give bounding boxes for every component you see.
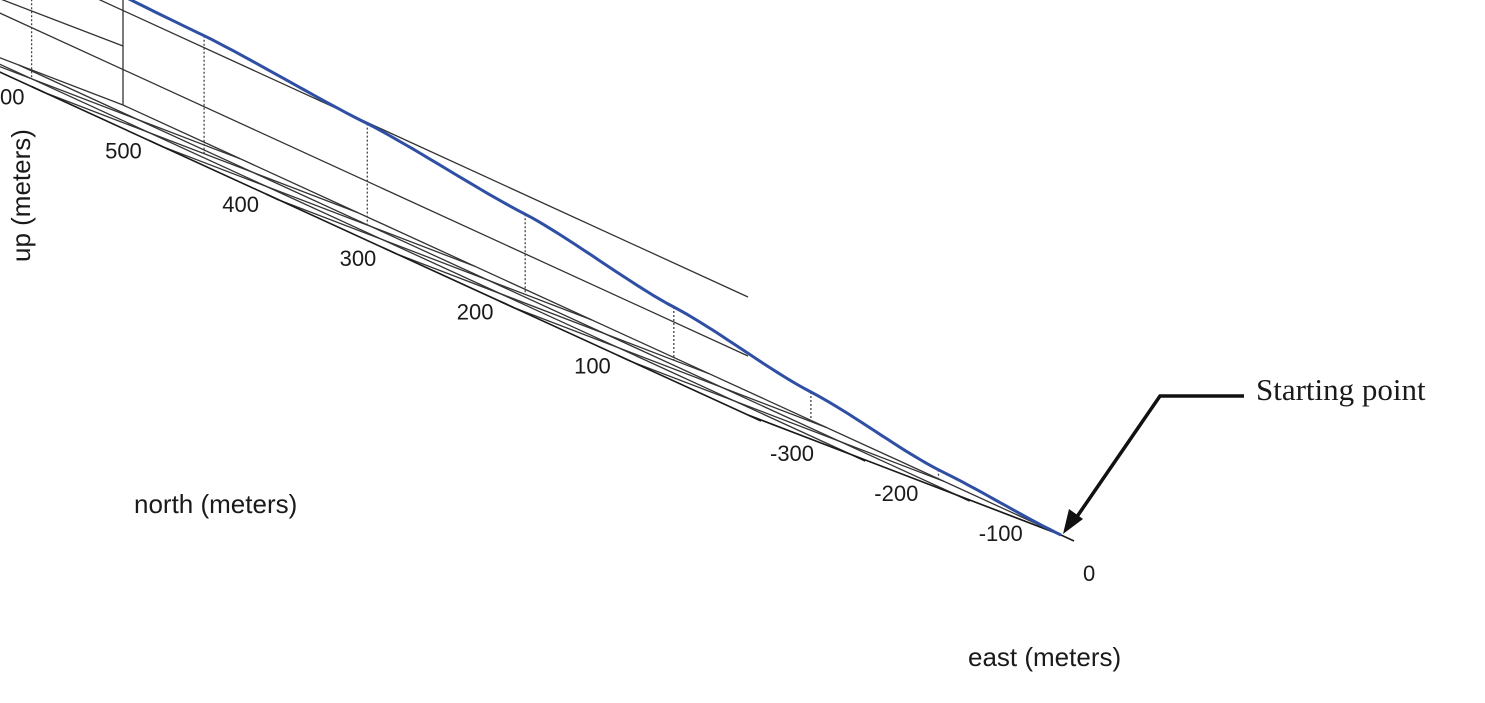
wall-gridline-up: [98, 0, 749, 298]
chart-axes: [0, 71, 1075, 542]
floor-gridline-east: [122, 104, 1062, 536]
y-tick-mark: [265, 193, 280, 201]
chart-grid: [0, 0, 1062, 536]
floor-gridline-east: [18, 64, 957, 496]
x-tick-label: -300: [770, 441, 814, 466]
x-tick-label: -200: [874, 481, 918, 506]
x-tick-mark: [956, 494, 971, 502]
y-tick-mark: [382, 247, 397, 255]
floor-gridline-north: [44, 91, 358, 214]
wall-gridline-up: [1, 0, 124, 47]
y-axis-title: north (meters): [134, 489, 297, 519]
wall-gridline-up: [0, 12, 749, 357]
annotation: Starting point: [1063, 372, 1426, 534]
x-tick-mark: [851, 454, 866, 462]
y-tick-mark: [148, 139, 163, 148]
floor-gridline-north: [0, 65, 241, 160]
y-tick-label: 400: [222, 192, 259, 217]
annotation-arrowhead: [1063, 509, 1083, 534]
floor-gridline-north: [630, 360, 945, 482]
drop-lines: [30, 0, 940, 480]
x-tick-label: -100: [979, 521, 1023, 546]
floor-gridline-north: [0, 57, 124, 106]
x-tick-mark: [747, 414, 762, 422]
tick-labels: 0-100-200-300100200300400500600700050100: [0, 85, 1095, 587]
y-tick-label: 100: [574, 353, 611, 378]
y-tick-label: 300: [340, 246, 377, 271]
x-axis-line: [747, 414, 1062, 536]
y-tick-label: 500: [105, 138, 142, 163]
y-tick-mark: [617, 354, 632, 363]
y-tick-mark: [500, 300, 514, 309]
floor-gridline-north: [396, 253, 710, 375]
x-axis-title: east (meters): [968, 642, 1121, 672]
floor-gridline-north: [161, 145, 476, 267]
y-tick-label: 600: [0, 85, 25, 110]
series-line: [127, 0, 1062, 537]
x-tick-label: 0: [1083, 561, 1095, 586]
annotation-text: Starting point: [1256, 372, 1426, 407]
z-axis-title: up (meters): [6, 129, 36, 262]
annotation-arrow-line: [1072, 394, 1244, 522]
y-tick-label: 200: [457, 300, 494, 325]
series-layer: [127, 0, 1062, 537]
floor-gridline-east: [0, 63, 853, 456]
y-tick-mark: [31, 85, 45, 94]
x-tick-mark: [1060, 534, 1075, 542]
floor-gridline-north: [513, 306, 827, 429]
floor-gridline-north: [278, 199, 593, 321]
y-axis-line: [0, 71, 749, 416]
